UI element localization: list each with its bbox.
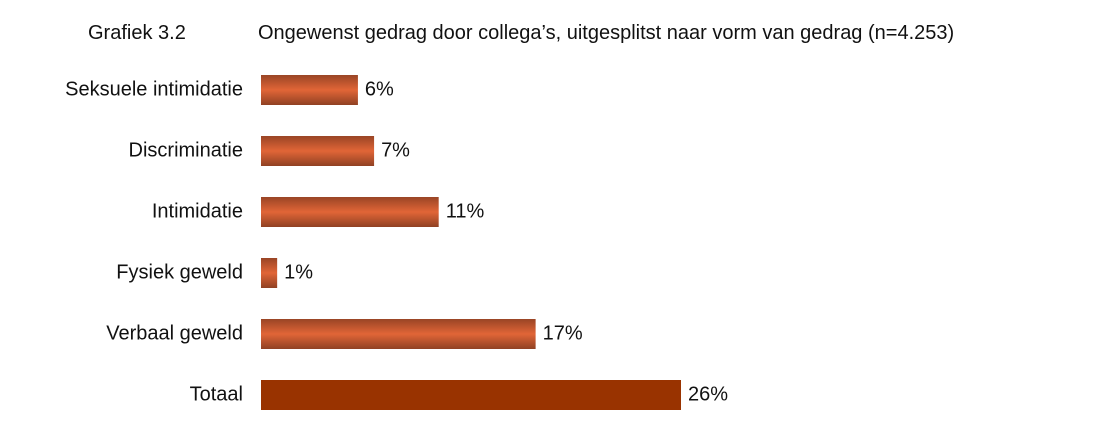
y-tick-label: Verbaal geweld bbox=[106, 322, 243, 344]
y-tick-label: Totaal bbox=[190, 383, 243, 405]
chart-title: Ongewenst gedrag door collega’s, uitgesp… bbox=[258, 22, 955, 44]
value-label: 6% bbox=[365, 78, 394, 100]
value-label: 17% bbox=[543, 322, 583, 344]
value-label: 7% bbox=[381, 139, 410, 161]
bar bbox=[261, 258, 278, 288]
bar bbox=[261, 197, 439, 227]
value-label: 11% bbox=[446, 200, 485, 222]
figure-label: Grafiek 3.2 bbox=[88, 22, 186, 44]
y-tick-label: Intimidatie bbox=[152, 200, 243, 222]
value-label: 1% bbox=[284, 261, 313, 283]
value-label: 26% bbox=[688, 383, 728, 405]
bar bbox=[261, 75, 358, 105]
bar bbox=[261, 380, 681, 410]
y-tick-label: Fysiek geweld bbox=[116, 261, 243, 283]
bar bbox=[261, 319, 536, 349]
y-tick-label: Discriminatie bbox=[129, 139, 243, 161]
bar bbox=[261, 136, 375, 166]
y-tick-label: Seksuele intimidatie bbox=[65, 78, 243, 100]
